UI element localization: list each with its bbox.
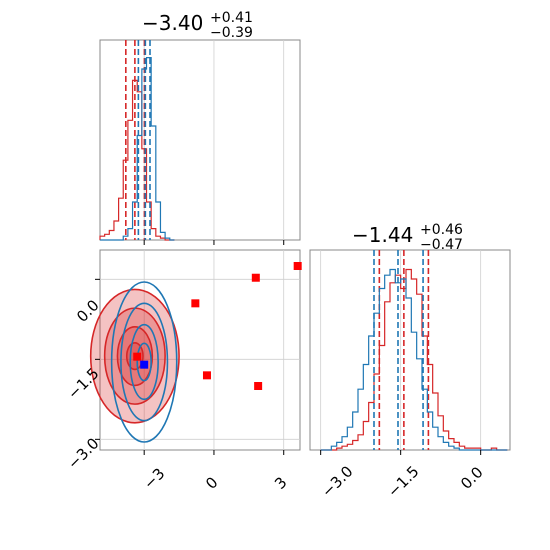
density-contour	[120, 302, 169, 422]
square-marker	[254, 382, 263, 390]
histogram-step	[320, 268, 508, 451]
title-param1-value: −3.40	[142, 11, 203, 35]
histogram-step	[100, 57, 175, 241]
marginal-histogram-param1	[99, 39, 301, 245]
title-param2-plus: +0.46	[420, 222, 463, 238]
title-param1-minus: −0.39	[210, 25, 253, 41]
title-param1-plus: +0.41	[210, 10, 253, 26]
panel-frame	[99, 39, 301, 241]
square-marker	[133, 352, 142, 361]
square-marker	[251, 273, 260, 282]
density-contour	[110, 281, 178, 443]
marginal-histogram-param2	[309, 249, 511, 455]
joint-scatter-panel	[89, 249, 302, 455]
density-contour	[136, 342, 152, 382]
joint-y-tick: −3.0	[64, 434, 102, 472]
joint-x-tick: −3	[140, 464, 168, 492]
param2-x-tick: −1.5	[384, 462, 422, 500]
title-param2: −1.44 +0.46 −0.47	[352, 222, 463, 253]
joint-x-tick-labels: −3 0 3	[140, 464, 290, 492]
param2-x-tick-labels: −3.0 −1.5 0.0	[318, 462, 487, 500]
square-marker	[140, 360, 149, 369]
square-marker	[202, 371, 211, 380]
panel-frame	[309, 249, 511, 451]
square-marker	[293, 262, 302, 270]
param2-x-tick: 0.0	[457, 463, 487, 493]
title-param2-minus: −0.47	[420, 237, 463, 253]
density-contour	[129, 323, 159, 401]
square-marker	[191, 299, 200, 308]
histogram-step	[320, 268, 508, 451]
param2-x-tick: −3.0	[318, 462, 356, 500]
panel-frame	[99, 249, 301, 451]
title-param2-value: −1.44	[352, 223, 413, 247]
joint-x-tick: 0	[202, 473, 221, 492]
title-param1: −3.40 +0.41 −0.39	[142, 10, 253, 41]
joint-x-tick: 3	[271, 473, 290, 492]
